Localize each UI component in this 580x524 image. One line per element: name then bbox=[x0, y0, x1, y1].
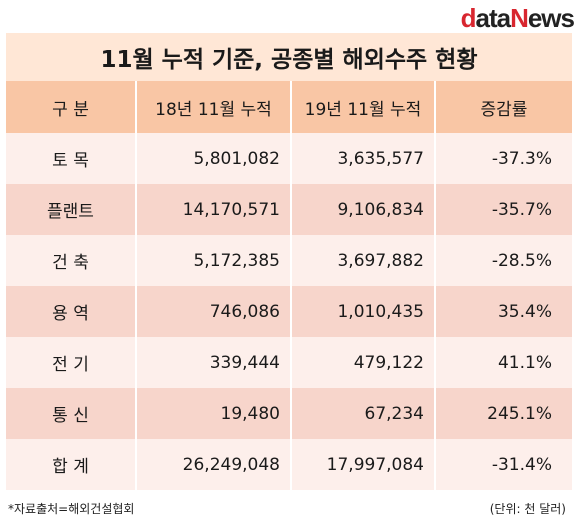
table-row-total: 합 계 26,249,048 17,997,084 -31.4% bbox=[6, 439, 572, 490]
logo-ews: ews bbox=[527, 3, 575, 33]
datanews-logo: dataNews bbox=[460, 3, 575, 33]
row-category: 용 역 bbox=[6, 286, 136, 337]
row-category: 통 신 bbox=[6, 388, 136, 439]
row-change: 35.4% bbox=[434, 286, 572, 337]
row-change: 245.1% bbox=[434, 388, 572, 439]
row-change: -31.4% bbox=[434, 439, 572, 490]
row-2018: 14,170,571 bbox=[135, 184, 291, 235]
row-2019: 479,122 bbox=[290, 337, 435, 388]
row-2019: 17,997,084 bbox=[290, 439, 435, 490]
table-row: 토 목 5,801,082 3,635,577 -37.3% bbox=[6, 133, 572, 184]
source-note: *자료출처=해외건설협회 bbox=[8, 502, 135, 516]
row-2019: 9,106,834 bbox=[290, 184, 435, 235]
table-row: 건 축 5,172,385 3,697,882 -28.5% bbox=[6, 235, 572, 286]
logo-d: d bbox=[460, 3, 477, 33]
table-row: 플랜트 14,170,571 9,106,834 -35.7% bbox=[6, 184, 572, 235]
row-change: -28.5% bbox=[434, 235, 572, 286]
row-2018: 26,249,048 bbox=[135, 439, 291, 490]
row-category: 전 기 bbox=[6, 337, 136, 388]
unit-note: (단위: 천 달러) bbox=[489, 502, 566, 516]
header-category: 구 분 bbox=[6, 81, 136, 133]
row-category: 건 축 bbox=[6, 235, 136, 286]
row-2018: 19,480 bbox=[135, 388, 291, 439]
row-2018: 5,801,082 bbox=[135, 133, 291, 184]
row-2018: 5,172,385 bbox=[135, 235, 291, 286]
row-2019: 1,010,435 bbox=[290, 286, 435, 337]
row-change: -37.3% bbox=[434, 133, 572, 184]
row-change: 41.1% bbox=[434, 337, 572, 388]
row-category: 토 목 bbox=[6, 133, 136, 184]
row-category: 합 계 bbox=[6, 439, 136, 490]
row-2018: 746,086 bbox=[135, 286, 291, 337]
row-2019: 67,234 bbox=[290, 388, 435, 439]
overseas-orders-table: 구 분 18년 11월 누적 19년 11월 누적 증감률 토 목 5,801,… bbox=[6, 81, 572, 490]
table-row: 전 기 339,444 479,122 41.1% bbox=[6, 337, 572, 388]
header-change: 증감률 bbox=[434, 81, 572, 133]
header-2018: 18년 11월 누적 bbox=[135, 81, 291, 133]
table-row: 통 신 19,480 67,234 245.1% bbox=[6, 388, 572, 439]
row-change: -35.7% bbox=[434, 184, 572, 235]
header-row: 구 분 18년 11월 누적 19년 11월 누적 증감률 bbox=[6, 81, 572, 133]
row-2019: 3,697,882 bbox=[290, 235, 435, 286]
row-2019: 3,635,577 bbox=[290, 133, 435, 184]
row-category: 플랜트 bbox=[6, 184, 136, 235]
header-2019: 19년 11월 누적 bbox=[290, 81, 435, 133]
table-row: 용 역 746,086 1,010,435 35.4% bbox=[6, 286, 572, 337]
row-2018: 339,444 bbox=[135, 337, 291, 388]
table-title: 11월 누적 기준, 공종별 해외수주 현황 bbox=[6, 33, 572, 81]
logo-ata: ata bbox=[475, 3, 511, 33]
logo-n: N bbox=[510, 3, 529, 33]
